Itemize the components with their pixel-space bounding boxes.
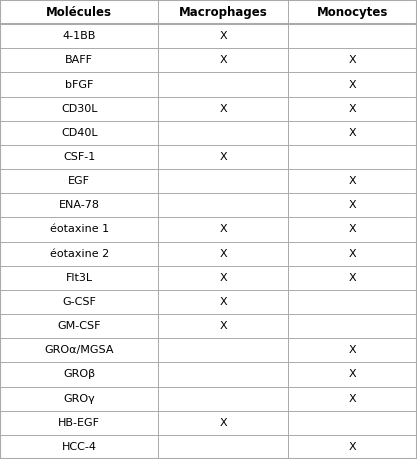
Text: X: X bbox=[219, 224, 227, 235]
Text: GROβ: GROβ bbox=[63, 369, 95, 380]
Text: CD30L: CD30L bbox=[61, 104, 98, 114]
Text: X: X bbox=[349, 56, 356, 65]
Text: X: X bbox=[349, 273, 356, 283]
Text: X: X bbox=[219, 418, 227, 428]
Text: X: X bbox=[349, 442, 356, 452]
Text: CD40L: CD40L bbox=[61, 128, 98, 138]
Text: X: X bbox=[219, 104, 227, 114]
Text: bFGF: bFGF bbox=[65, 79, 93, 90]
Text: ENA-78: ENA-78 bbox=[59, 200, 100, 210]
Text: HB-EGF: HB-EGF bbox=[58, 418, 100, 428]
Text: CSF-1: CSF-1 bbox=[63, 152, 95, 162]
Text: X: X bbox=[349, 345, 356, 355]
Text: X: X bbox=[219, 273, 227, 283]
Text: Flt3L: Flt3L bbox=[65, 273, 93, 283]
Text: X: X bbox=[219, 31, 227, 41]
Text: GROα/MGSA: GROα/MGSA bbox=[45, 345, 114, 355]
Text: X: X bbox=[219, 249, 227, 259]
Text: éotaxine 2: éotaxine 2 bbox=[50, 249, 109, 259]
Text: éotaxine 1: éotaxine 1 bbox=[50, 224, 109, 235]
Text: X: X bbox=[219, 321, 227, 331]
Text: X: X bbox=[349, 224, 356, 235]
Text: BAFF: BAFF bbox=[65, 56, 93, 65]
Text: G-CSF: G-CSF bbox=[62, 297, 96, 307]
Text: X: X bbox=[349, 200, 356, 210]
Text: Monocytes: Monocytes bbox=[317, 6, 388, 18]
Text: Molécules: Molécules bbox=[46, 6, 112, 18]
Text: EGF: EGF bbox=[68, 176, 90, 186]
Text: X: X bbox=[349, 249, 356, 259]
Text: X: X bbox=[349, 128, 356, 138]
Text: X: X bbox=[349, 104, 356, 114]
Text: X: X bbox=[219, 56, 227, 65]
Text: X: X bbox=[349, 394, 356, 403]
Text: GM-CSF: GM-CSF bbox=[58, 321, 101, 331]
Text: X: X bbox=[219, 152, 227, 162]
Text: X: X bbox=[349, 369, 356, 380]
Text: X: X bbox=[349, 79, 356, 90]
Text: 4-1BB: 4-1BB bbox=[63, 31, 96, 41]
Text: GROγ: GROγ bbox=[63, 394, 95, 403]
Text: Macrophages: Macrophages bbox=[179, 6, 267, 18]
Text: X: X bbox=[349, 176, 356, 186]
Text: X: X bbox=[219, 297, 227, 307]
Text: HCC-4: HCC-4 bbox=[62, 442, 97, 452]
